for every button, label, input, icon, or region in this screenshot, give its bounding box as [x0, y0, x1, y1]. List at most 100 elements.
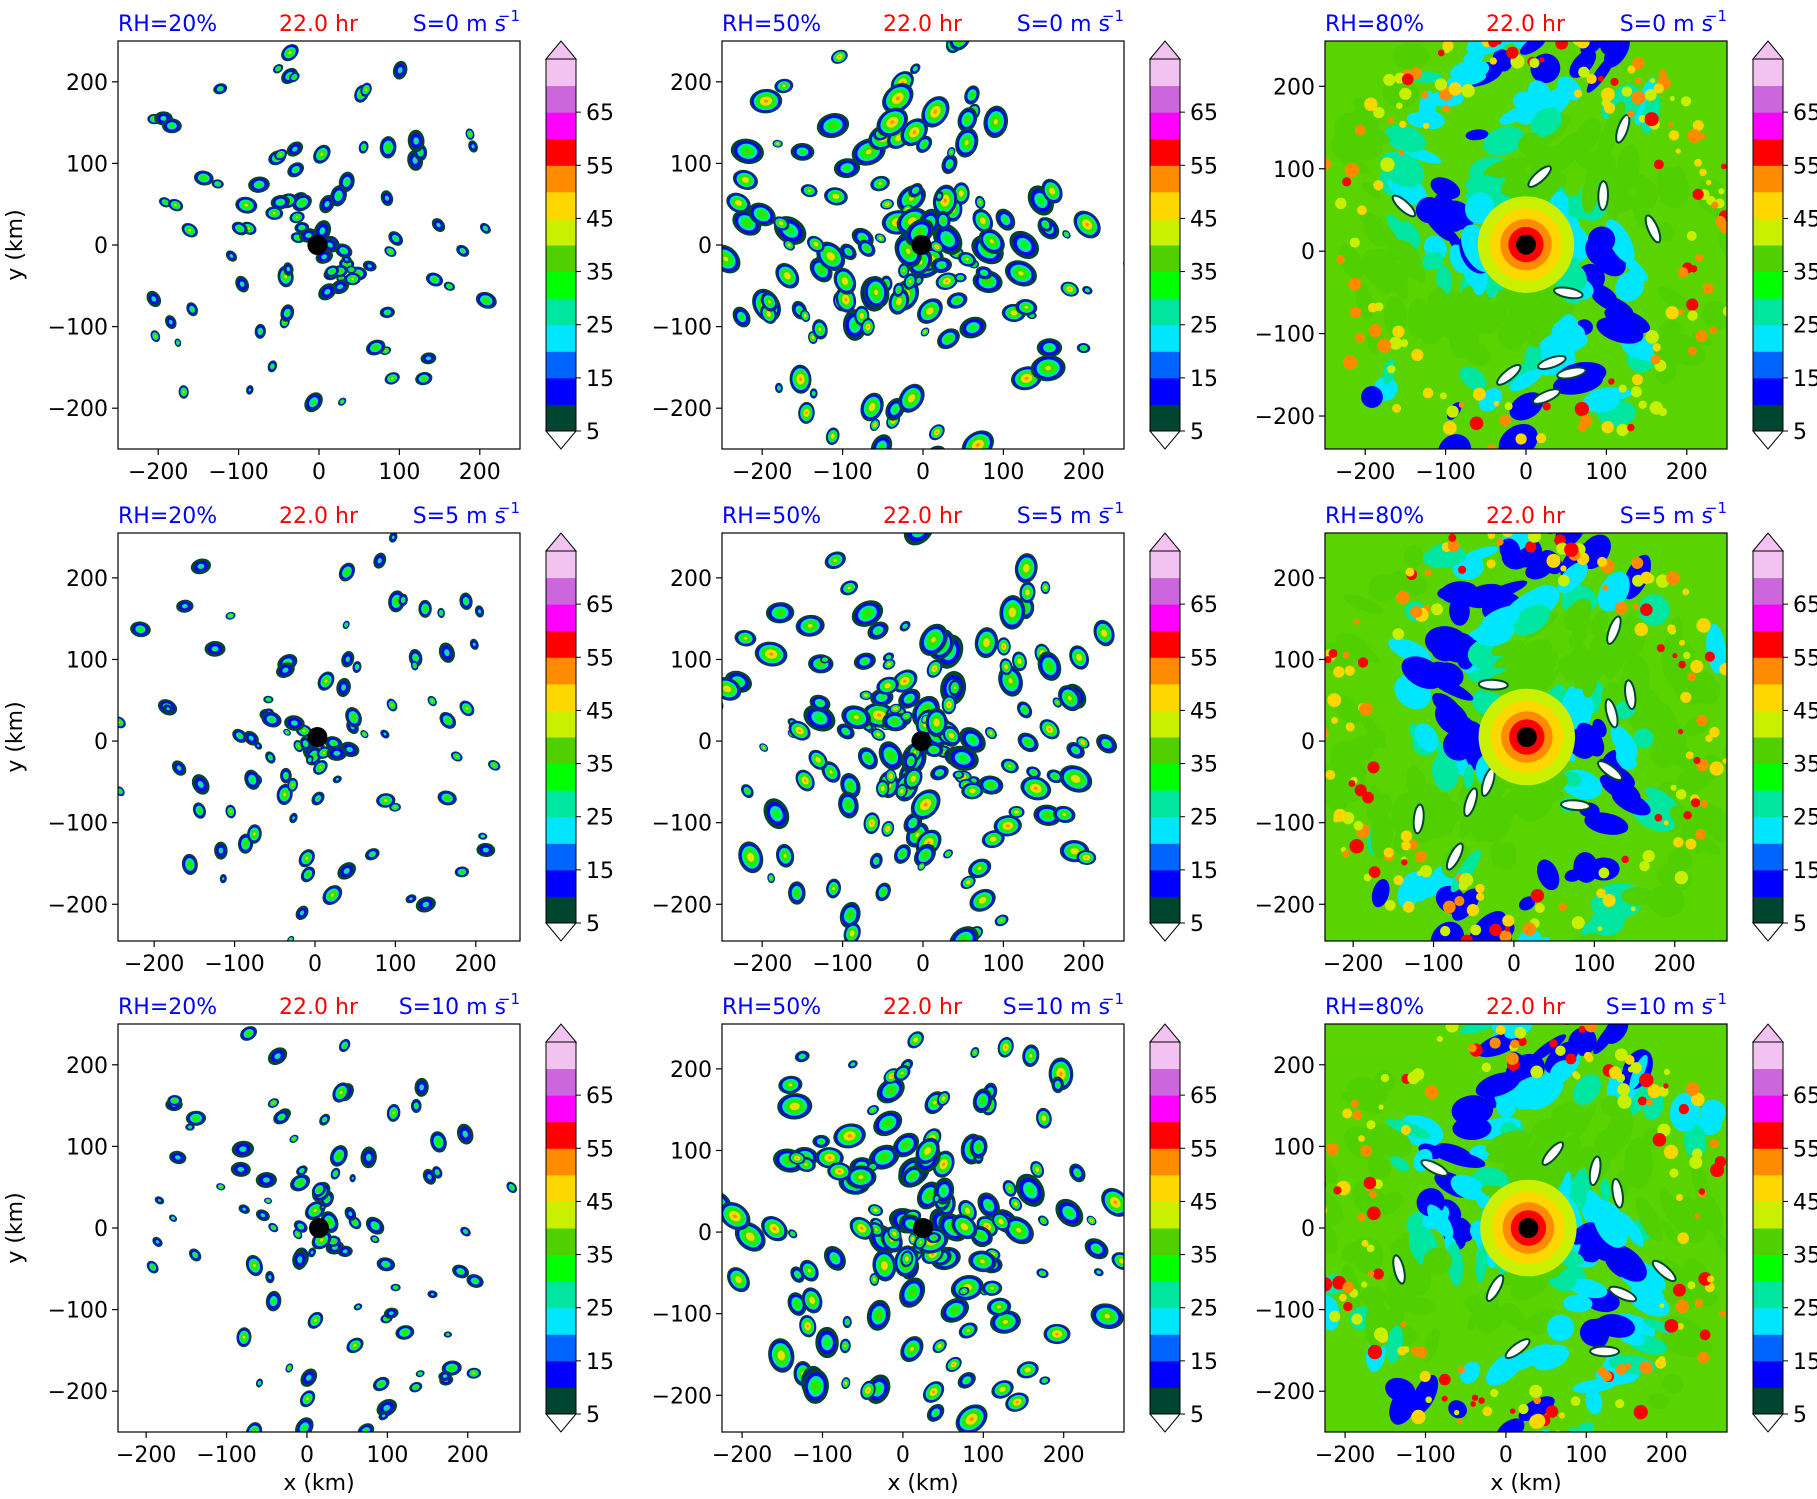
echo-contour — [779, 222, 783, 225]
echo-cell — [1709, 761, 1724, 776]
echo-contour — [813, 1382, 819, 1390]
echo-cell — [1644, 112, 1659, 127]
echo-contour — [1014, 1202, 1017, 1205]
echo-cell — [1689, 265, 1698, 273]
echo-contour — [743, 636, 748, 640]
panel-title-shear: S=0 m s — [413, 12, 506, 37]
echo-cell — [1487, 533, 1496, 540]
echo-cell — [1616, 423, 1629, 437]
echo-contour — [272, 212, 276, 215]
echo-contour — [910, 820, 916, 826]
echo-contour — [804, 314, 806, 317]
colorbar-segment — [546, 138, 576, 166]
colorbar-segment — [1753, 896, 1783, 924]
echo-cell — [1392, 404, 1402, 413]
echo-band — [1611, 790, 1651, 816]
echo-contour — [1082, 741, 1084, 744]
echo-cell — [1368, 302, 1378, 313]
echo-contour — [805, 411, 808, 415]
echo-contour — [1059, 1071, 1063, 1076]
echo-contour — [829, 123, 837, 129]
echo-cell — [1709, 326, 1718, 335]
y-tick-label: −200 — [652, 893, 712, 918]
echo-contour — [1056, 701, 1058, 704]
echo-contour — [322, 751, 326, 754]
echo-contour — [435, 1170, 439, 1174]
echo-band — [1638, 594, 1670, 626]
echo-contour — [477, 609, 482, 614]
echo-contour — [455, 755, 458, 758]
echo-contour — [964, 1378, 970, 1383]
echo-contour — [807, 1268, 811, 1273]
echo-contour — [890, 775, 892, 778]
echo-contour — [958, 755, 967, 762]
colorbar-segment — [1753, 630, 1783, 658]
echo-cell — [1353, 820, 1364, 831]
echo-cell — [1392, 628, 1405, 640]
echo-contour — [216, 183, 219, 185]
echo-contour — [119, 790, 122, 793]
echo-band — [1329, 740, 1361, 774]
echo-contour — [390, 377, 394, 380]
colorbar-segment — [546, 604, 576, 632]
colorbar-tick-label: 5 — [586, 912, 600, 937]
echo-contour — [823, 658, 826, 661]
storm-center-marker — [309, 1218, 329, 1238]
echo-contour — [362, 145, 365, 149]
colorbar-tick-label: 5 — [1793, 420, 1807, 445]
colorbar-segment — [546, 1174, 576, 1202]
echo-band — [1633, 728, 1654, 749]
echo-contour — [267, 1200, 269, 1202]
echo-cell — [1419, 865, 1433, 878]
colorbar-segment — [546, 112, 576, 140]
x-tick-label: 0 — [1519, 460, 1533, 485]
colorbar-extend-max — [1148, 532, 1182, 552]
echo-contour — [909, 1289, 915, 1296]
colorbar-tick-label: 5 — [586, 420, 600, 445]
echo-contour — [472, 1372, 476, 1375]
echo-band — [1358, 212, 1385, 246]
echo-cell — [1368, 324, 1382, 338]
colorbar-segment — [546, 630, 576, 658]
panel-title-shear: S=5 m s — [1620, 504, 1713, 529]
echo-contour — [262, 1177, 270, 1183]
echo-contour — [363, 1429, 368, 1432]
colorbar-segment — [1753, 763, 1783, 791]
echo-band — [1465, 129, 1489, 141]
echo-contour — [316, 796, 320, 801]
echo-cell — [1398, 150, 1404, 156]
echo-cell — [1639, 860, 1650, 872]
colorbar-segment — [1753, 657, 1783, 685]
colorbar-tick-label: 25 — [1793, 314, 1817, 339]
echo-contour — [874, 858, 878, 863]
echo-contour — [1097, 1271, 1100, 1274]
echo-cell — [1499, 930, 1512, 941]
echo-contour — [1024, 376, 1029, 380]
echo-contour — [818, 267, 824, 273]
echo-contour — [256, 744, 260, 747]
echo-contour — [268, 1275, 272, 1280]
echo-cell — [1486, 444, 1497, 449]
echo-contour — [345, 656, 350, 662]
echo-contour — [969, 736, 976, 744]
echo-contour — [163, 201, 167, 204]
echo-cell — [1603, 102, 1616, 114]
echo-cell — [1342, 651, 1350, 659]
echo-contour — [283, 792, 287, 797]
echo-cell — [1702, 283, 1714, 295]
echo-contour — [383, 1262, 389, 1267]
echo-band — [1559, 314, 1580, 346]
echo-contour — [1046, 345, 1053, 351]
echo-cell — [1312, 756, 1323, 767]
echo-cell — [1627, 65, 1636, 74]
echo-cell — [1640, 571, 1653, 584]
echo-contour — [767, 312, 770, 316]
colorbar-segment — [546, 1095, 576, 1123]
echo-contour — [391, 704, 393, 707]
echo-cell — [1440, 925, 1451, 937]
echo-cell — [1546, 553, 1561, 568]
colorbar-tick-label: 25 — [1190, 314, 1218, 339]
echo-contour — [284, 274, 287, 279]
